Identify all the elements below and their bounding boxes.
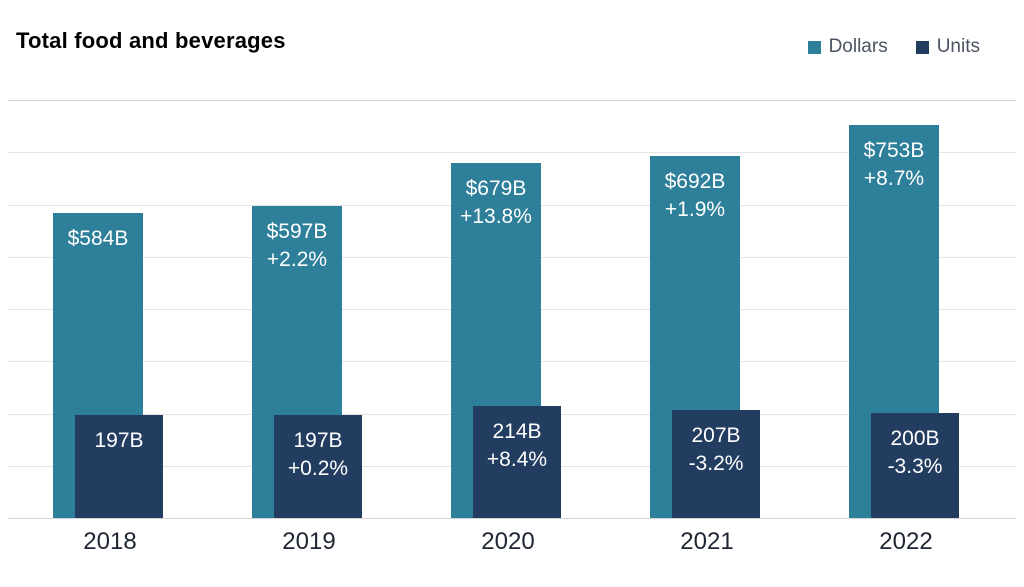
bar-label: $753B: [863, 139, 925, 162]
legend-item-dollars: Dollars: [807, 36, 888, 58]
bar-label: $679B: [465, 177, 527, 200]
gridline: [8, 100, 1016, 101]
bar-label: $597B: [266, 220, 328, 243]
bar-label: $584B: [67, 227, 129, 250]
x-axis-label-2020: 2020: [481, 528, 535, 555]
bar-label: -3.3%: [887, 455, 943, 479]
legend-label-units: Units: [936, 36, 980, 57]
bar-label: 214B: [492, 420, 542, 443]
x-axis-label-2019: 2019: [282, 528, 336, 555]
x-axis-label-2022: 2022: [879, 528, 933, 555]
gridline: [8, 152, 1016, 154]
bar-units-2019: 197B +0.2%: [274, 415, 362, 518]
bar-label: -3.2%: [688, 452, 744, 476]
dollars-swatch-icon: [807, 40, 821, 54]
legend: Dollars Units: [807, 36, 980, 58]
bar-units-2018: 197B: [75, 415, 163, 518]
bar-label: 207B: [691, 424, 741, 447]
x-axis: 2018 2019 2020 2021 2022: [8, 524, 1016, 560]
legend-item-units: Units: [915, 36, 980, 58]
legend-label-dollars: Dollars: [828, 36, 888, 57]
bar-label: +8.4%: [486, 448, 548, 472]
bar-units-2021: 207B -3.2%: [672, 410, 760, 518]
bar-label: $692B: [664, 170, 726, 193]
bar-units-2020: 214B +8.4%: [473, 406, 561, 518]
bar-units-2022: 200B -3.3%: [871, 413, 959, 518]
bar-label: 200B: [890, 427, 940, 450]
bar-label: +13.8%: [460, 205, 532, 229]
bar-label: +1.9%: [664, 198, 726, 222]
bar-label: +0.2%: [287, 457, 349, 481]
bar-label: 197B: [293, 429, 343, 452]
chart-title: Total food and beverages: [16, 28, 286, 53]
units-swatch-icon: [915, 40, 929, 54]
baseline: [8, 518, 1016, 519]
x-axis-label-2018: 2018: [83, 528, 137, 555]
bar-label: 197B: [94, 429, 144, 452]
bar-label: +2.2%: [266, 248, 328, 272]
x-axis-label-2021: 2021: [680, 528, 734, 555]
plot-area: $584B 197B $597B +2.2% 197B +0.2% $679B +13.8% 2…: [8, 100, 1016, 519]
bar-label: +8.7%: [863, 167, 925, 191]
